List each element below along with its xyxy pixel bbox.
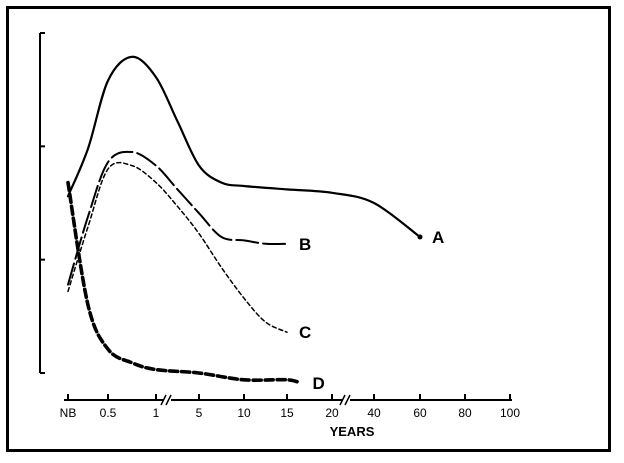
chart-frame bbox=[6, 6, 611, 452]
x-tick-label: 15 bbox=[280, 406, 294, 420]
labels-layer: A B C D bbox=[299, 228, 444, 393]
x-tick-label: 60 bbox=[413, 406, 427, 420]
x-tick-label: 0.5 bbox=[100, 406, 117, 420]
chart-axes: NB 0.5 1 5 10 15 20 40 60 80 100 bbox=[39, 32, 520, 420]
series-a-endpoint bbox=[417, 234, 423, 240]
x-tick-label: 20 bbox=[325, 406, 339, 420]
series-b-label: B bbox=[299, 235, 311, 254]
x-tick-label: NB bbox=[60, 406, 77, 420]
series-b-line bbox=[67, 150, 288, 286]
series-a-label: A bbox=[432, 228, 444, 247]
series-c-label: C bbox=[299, 323, 311, 342]
x-tick-label: 1 bbox=[153, 406, 160, 420]
x-tick-label: 5 bbox=[196, 406, 203, 420]
series-d-line bbox=[66, 180, 303, 385]
series-d-label: D bbox=[313, 374, 325, 393]
axis-break-mark-2 bbox=[339, 394, 351, 406]
x-tick-label: 40 bbox=[367, 406, 381, 420]
x-tick-label: 10 bbox=[237, 406, 251, 420]
x-tick-label: 80 bbox=[458, 406, 472, 420]
axis-break-mark-1 bbox=[160, 394, 172, 406]
series-layer bbox=[66, 55, 423, 385]
x-tick-label: 100 bbox=[500, 406, 520, 420]
series-c-line bbox=[67, 161, 288, 333]
x-axis-title: YEARS bbox=[330, 424, 375, 439]
series-a-line bbox=[66, 55, 422, 239]
